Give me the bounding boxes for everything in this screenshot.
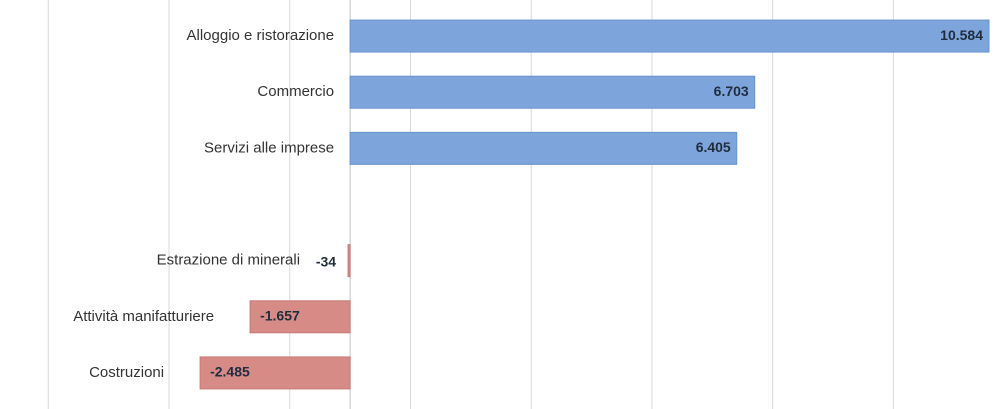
bar xyxy=(349,19,990,53)
category-label: Servizi alle imprese xyxy=(204,139,334,156)
bar xyxy=(249,300,351,334)
value-label: 6.405 xyxy=(696,139,731,155)
category-label: Alloggio e ristorazione xyxy=(187,27,335,44)
category-label: Commercio xyxy=(257,83,334,100)
value-label: -34 xyxy=(316,253,336,269)
category-label: Costruzioni xyxy=(89,364,164,381)
value-label: 6.703 xyxy=(714,83,749,99)
bar xyxy=(199,356,351,390)
value-label: 10.584 xyxy=(940,27,983,43)
value-label: -2.485 xyxy=(210,364,250,380)
category-label: Attività manifatturiere xyxy=(73,308,214,325)
bar xyxy=(349,75,756,109)
bar xyxy=(349,131,738,165)
value-label: -1.657 xyxy=(260,307,300,323)
category-label: Estrazione di minerali xyxy=(157,252,300,269)
bar xyxy=(347,244,351,278)
